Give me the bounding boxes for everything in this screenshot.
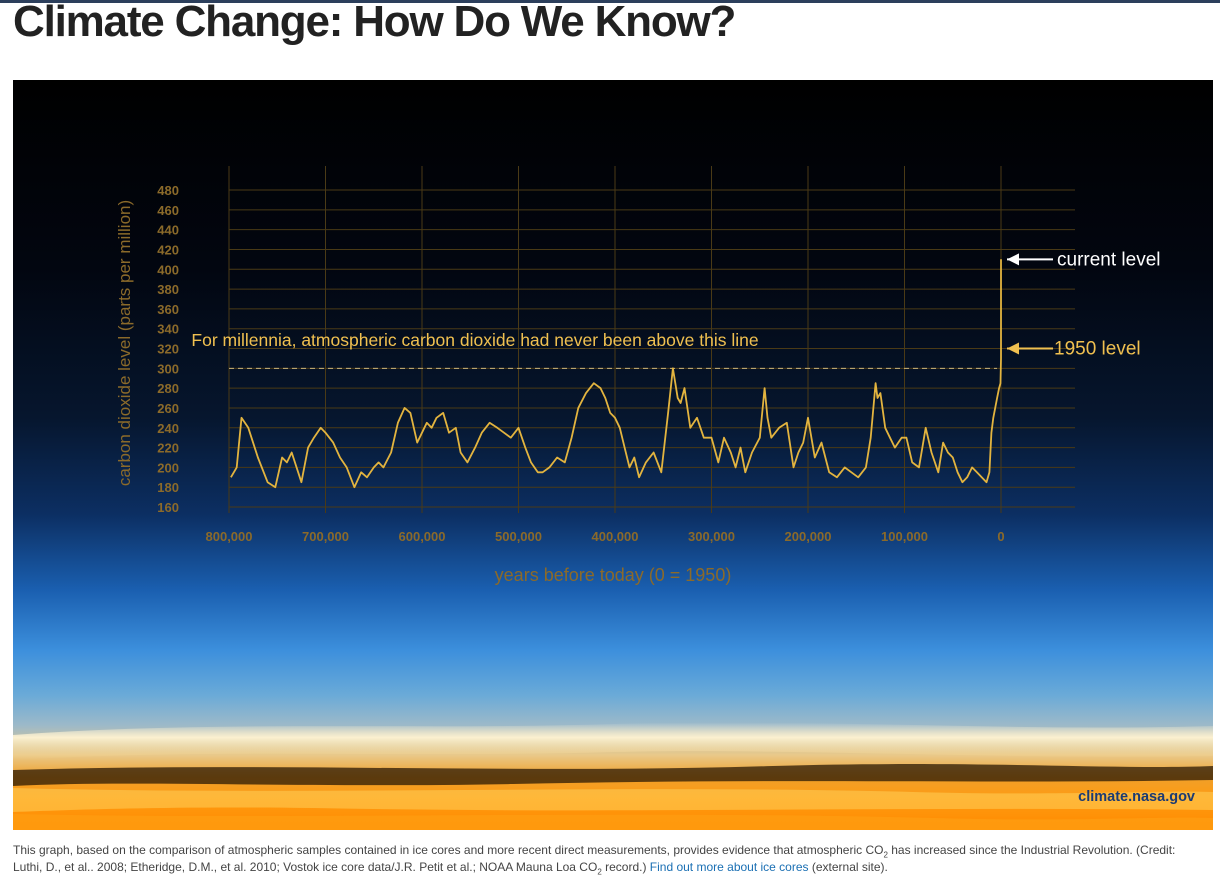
caption-sub-1: 2: [883, 850, 888, 860]
y-tick-label: 400: [157, 262, 179, 277]
co2-line: [230, 259, 1002, 489]
y-tick-label: 360: [157, 302, 179, 317]
x-tick-label: 600,000: [399, 529, 446, 544]
x-tick-label: 400,000: [592, 529, 639, 544]
y-tick-label: 240: [157, 421, 179, 436]
horizon-clouds: [13, 722, 1213, 830]
x-tick-label: 100,000: [881, 529, 928, 544]
1950-level-marker: 1950 level: [1007, 339, 1141, 360]
y-tick-label: 160: [157, 500, 179, 515]
x-tick-label: 0: [997, 529, 1004, 544]
x-tick-label: 700,000: [302, 529, 349, 544]
millennia-annotation: For millennia, atmospheric carbon dioxid…: [191, 330, 758, 350]
caption-text-2: has increased since the Industrial Revol…: [13, 843, 1176, 874]
y-axis-label: carbon dioxide level (parts per million): [115, 200, 134, 486]
y-tick-label: 220: [157, 441, 179, 456]
page-title: Climate Change: How Do We Know?: [13, 0, 736, 46]
caption-text-1: This graph, based on the comparison of a…: [13, 843, 884, 857]
x-tick-label: 800,000: [206, 529, 253, 544]
credit-site: climate.nasa.gov: [1078, 789, 1195, 805]
y-tick-label: 460: [157, 203, 179, 218]
sky-background: [13, 80, 1213, 830]
caption-sub-2: 2: [597, 867, 602, 876]
y-tick-label: 300: [157, 361, 179, 376]
figure-caption: This graph, based on the comparison of a…: [13, 842, 1208, 876]
y-tick-label: 340: [157, 322, 179, 337]
1950-level-label: 1950 level: [1054, 339, 1141, 360]
y-tick-label: 320: [157, 342, 179, 357]
y-tick-label: 380: [157, 282, 179, 297]
caption-text-4: (external site).: [808, 860, 888, 874]
top-rule: [0, 0, 1220, 3]
current-level-label: current level: [1057, 249, 1161, 270]
x-tick-label: 500,000: [495, 529, 542, 544]
y-tick-label: 440: [157, 223, 179, 238]
x-axis-label: years before today (0 = 1950): [495, 565, 732, 585]
y-tick-label: 480: [157, 183, 179, 198]
caption-text-3: record.): [601, 860, 650, 874]
current-level-marker: current level: [1007, 249, 1161, 270]
y-tick-label: 420: [157, 242, 179, 257]
y-tick-label: 280: [157, 381, 179, 396]
chart-grid: [228, 166, 1075, 513]
x-axis-ticks: 800,000 700,000 600,000 500,000 400,000 300,0…: [206, 529, 1005, 544]
x-tick-label: 200,000: [785, 529, 832, 544]
ice-cores-link[interactable]: Find out more about ice cores: [649, 860, 809, 874]
y-tick-label: 260: [157, 401, 179, 416]
y-axis-ticks: 160 180 200 220 240 260 280 300 320 340 360 380 400 4…: [157, 183, 179, 515]
x-tick-label: 300,000: [688, 529, 735, 544]
co2-chart: 160 180 200 220 240 260 280 300 320 340 360 380 400 4…: [13, 80, 1213, 830]
co2-figure: 160 180 200 220 240 260 280 300 320 340 360 380 400 4…: [13, 80, 1213, 830]
co2-series: [230, 259, 1002, 489]
y-tick-label: 200: [157, 460, 179, 475]
y-tick-label: 180: [157, 480, 179, 495]
